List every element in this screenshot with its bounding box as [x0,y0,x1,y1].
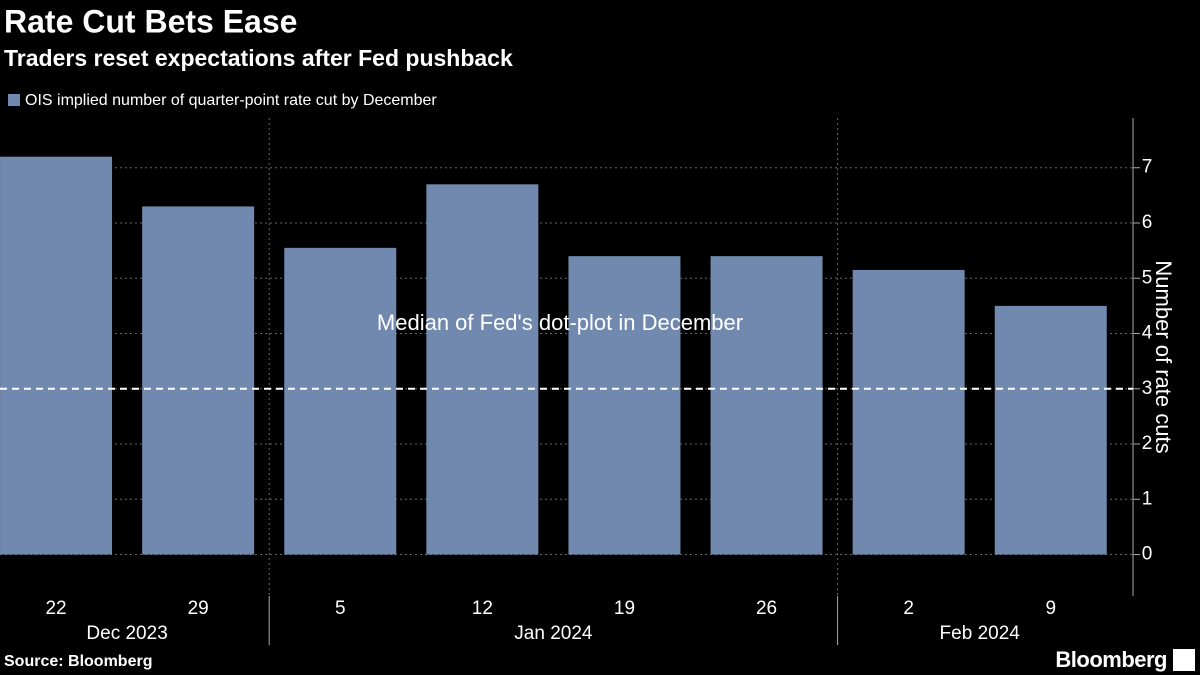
bar [0,156,113,555]
x-tick-label: 12 [472,598,493,619]
x-tick-label: 26 [756,598,777,619]
bar [710,256,823,555]
y-tick-label: 4 [1142,323,1153,344]
brand-icon [1173,649,1195,671]
y-tick-label: 3 [1142,378,1153,399]
brand: Bloomberg [1055,647,1167,672]
chart-title: Rate Cut Bets Ease [4,3,297,39]
bar [568,256,681,555]
x-group-label: Feb 2024 [940,623,1021,644]
y-tick-label: 5 [1142,267,1153,288]
y-tick-label: 2 [1142,433,1153,454]
bar [142,206,255,555]
x-group-label: Jan 2024 [514,623,593,644]
x-group-label: Dec 2023 [86,623,167,644]
source: Source: Bloomberg [4,653,152,670]
bar [852,269,965,555]
y-tick-label: 1 [1142,488,1153,509]
legend-label: OIS implied number of quarter-point rate… [25,92,437,109]
x-tick-label: 29 [188,598,209,619]
bar [284,247,397,555]
y-tick-label: 7 [1142,157,1153,178]
legend-swatch [8,94,20,106]
chart-subtitle: Traders reset expectations after Fed pus… [4,45,513,71]
x-tick-label: 5 [335,598,346,619]
bar [426,184,539,555]
y-axis-label: Number of rate cuts [1151,260,1176,453]
x-tick-label: 22 [45,598,66,619]
bar [994,305,1107,555]
x-tick-label: 19 [614,598,635,619]
y-tick-label: 6 [1142,212,1153,233]
x-tick-label: 2 [903,598,914,619]
reference-label: Median of Fed's dot-plot in December [377,310,743,335]
x-tick-label: 9 [1045,598,1056,619]
y-tick-label: 0 [1142,544,1153,565]
